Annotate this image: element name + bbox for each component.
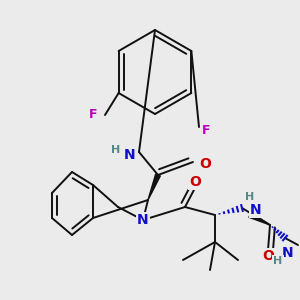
Text: N: N bbox=[137, 213, 149, 227]
Text: N: N bbox=[250, 203, 262, 217]
Text: O: O bbox=[189, 175, 201, 189]
Text: H: H bbox=[111, 145, 121, 155]
Text: F: F bbox=[89, 109, 97, 122]
Text: N: N bbox=[124, 148, 136, 162]
Text: F: F bbox=[202, 124, 210, 136]
Text: O: O bbox=[262, 249, 274, 263]
Text: H: H bbox=[273, 256, 283, 266]
Polygon shape bbox=[148, 174, 160, 200]
Text: H: H bbox=[245, 192, 255, 202]
Polygon shape bbox=[249, 213, 270, 225]
Text: N: N bbox=[282, 246, 294, 260]
Text: O: O bbox=[199, 157, 211, 171]
